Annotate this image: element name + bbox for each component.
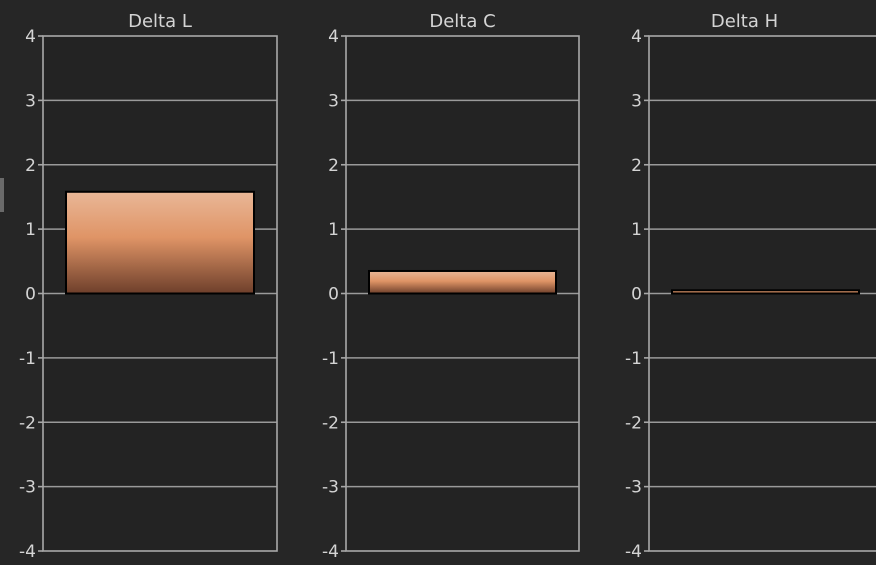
chart-panel-1: 4 3 2 1 0 -1 -2 -3 -4 Delta L [19,11,278,562]
chart-title: Delta C [429,11,495,32]
y-tick-label: 2 [328,156,339,176]
bar-delta-h[interactable] [671,289,860,295]
y-tick-label: -2 [322,413,339,433]
y-tick-label: -4 [322,542,339,561]
chart-title: Delta H [711,11,778,32]
chart-title: Delta L [128,11,192,32]
plot-frame [345,35,580,552]
bar-delta-c[interactable] [368,269,557,295]
y-tick-label: -1 [19,349,36,369]
chart-panel-2: 4 3 2 1 0 -1 -2 -3 -4 Delta C [322,11,580,562]
y-tick-label: 4 [631,27,642,47]
y-tick-label: 0 [631,285,642,305]
y-tick-label: 4 [328,27,339,47]
bar-delta-l[interactable] [65,190,255,295]
y-tick-label: -1 [625,349,642,369]
y-tick-label: -4 [19,542,36,561]
y-tick-label: -3 [19,478,36,498]
y-tick-label: -4 [625,542,642,561]
y-tick-label: 1 [631,220,642,240]
y-tick-label: -2 [625,413,642,433]
y-tick-label: 3 [328,91,339,111]
y-tick-label: 1 [25,220,36,240]
y-tick-label: 2 [25,156,36,176]
plot-frame [42,35,278,552]
y-tick-label: -2 [19,413,36,433]
y-tick-label: 4 [25,27,36,47]
y-tick-label: 3 [25,91,36,111]
y-tick-label: 1 [328,220,339,240]
y-tick-label: 2 [631,156,642,176]
y-tick-label: 0 [25,285,36,305]
chart-panel-3: 4 3 2 1 0 -1 -2 -3 -4 Delta H [625,11,876,562]
y-tick-label: -1 [322,349,339,369]
panel-edge-tab[interactable] [0,178,4,212]
y-tick-label: 0 [328,285,339,305]
y-tick-label: -3 [625,478,642,498]
plot-frame [648,35,876,552]
y-tick-label: 3 [631,91,642,111]
y-tick-label: -3 [322,478,339,498]
